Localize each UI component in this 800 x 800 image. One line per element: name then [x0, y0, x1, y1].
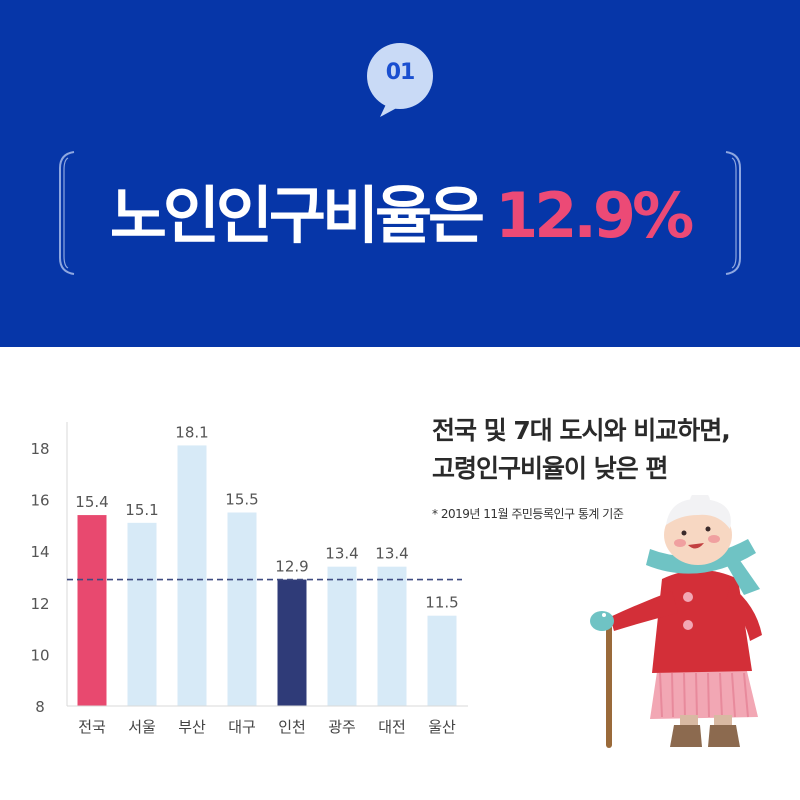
header-banner: 01 노인인구비율은 12.9%	[0, 0, 800, 347]
chart-subtitle: 전국 및 7대 도시와 비교하면, 고령인구비율이 낮은 편	[432, 412, 731, 488]
bars	[77, 445, 457, 706]
x-tick-label: 대구	[228, 718, 256, 736]
bar-2	[177, 445, 207, 706]
value-label: 13.4	[325, 545, 358, 563]
x-tick-label: 인천	[278, 718, 306, 736]
speech-bubble-icon	[367, 43, 433, 117]
headline-highlight: 12.9%	[495, 179, 694, 252]
value-label: 15.1	[125, 501, 158, 519]
y-tick-label: 16	[30, 492, 49, 510]
section-number: 01	[385, 60, 416, 85]
x-axis: 전국 서울 부산 대구 인천 광주 대전 울산	[67, 705, 468, 736]
grandmother-illustration	[590, 495, 762, 748]
bar-3	[227, 512, 257, 706]
source-note: * 2019년 11월 주민등록인구 통계 기준	[432, 507, 624, 521]
y-tick-label: 8	[35, 698, 45, 716]
x-tick-label: 대전	[378, 718, 406, 736]
bar-5	[327, 566, 357, 706]
value-label: 15.4	[75, 493, 108, 511]
subtitle-line-1: 전국 및 7대 도시와 비교하면,	[432, 416, 731, 445]
y-tick-label: 10	[30, 646, 49, 664]
subtitle-line-2: 고령인구비율이 낮은 편	[432, 454, 668, 483]
value-label: 13.4	[375, 545, 408, 563]
value-label: 18.1	[175, 423, 208, 441]
left-bracket-icon	[59, 151, 75, 275]
y-tick-label: 12	[30, 595, 49, 613]
bar-1	[127, 522, 157, 706]
x-tick-label: 울산	[428, 718, 456, 736]
y-tick-label: 18	[30, 440, 49, 458]
headline-text: 노인인구비율은	[109, 179, 485, 252]
value-labels: 15.4 15.1 18.1 15.5 12.9 13.4 13.4 11.5	[75, 423, 458, 611]
value-label: 15.5	[225, 491, 258, 509]
bar-7	[427, 615, 457, 706]
bar-4	[277, 579, 307, 706]
x-tick-label: 광주	[328, 718, 356, 736]
x-tick-label: 서울	[128, 718, 156, 736]
y-tick-label: 14	[30, 543, 49, 561]
y-axis: 8 10 12 14 16 18	[30, 422, 68, 716]
x-tick-label: 전국	[78, 718, 106, 736]
bar-6	[377, 566, 407, 706]
right-bracket-icon	[725, 151, 741, 275]
x-tick-label: 부산	[178, 718, 206, 736]
value-label: 12.9	[275, 558, 308, 576]
bar-0	[77, 515, 107, 706]
headline: 노인인구비율은 12.9%	[80, 168, 720, 264]
bar-chart: 8 10 12 14 16 18 15.4 15.1 18.1 15.5 12.9 13.4 13.4…	[30, 422, 468, 736]
value-label: 11.5	[425, 594, 458, 612]
